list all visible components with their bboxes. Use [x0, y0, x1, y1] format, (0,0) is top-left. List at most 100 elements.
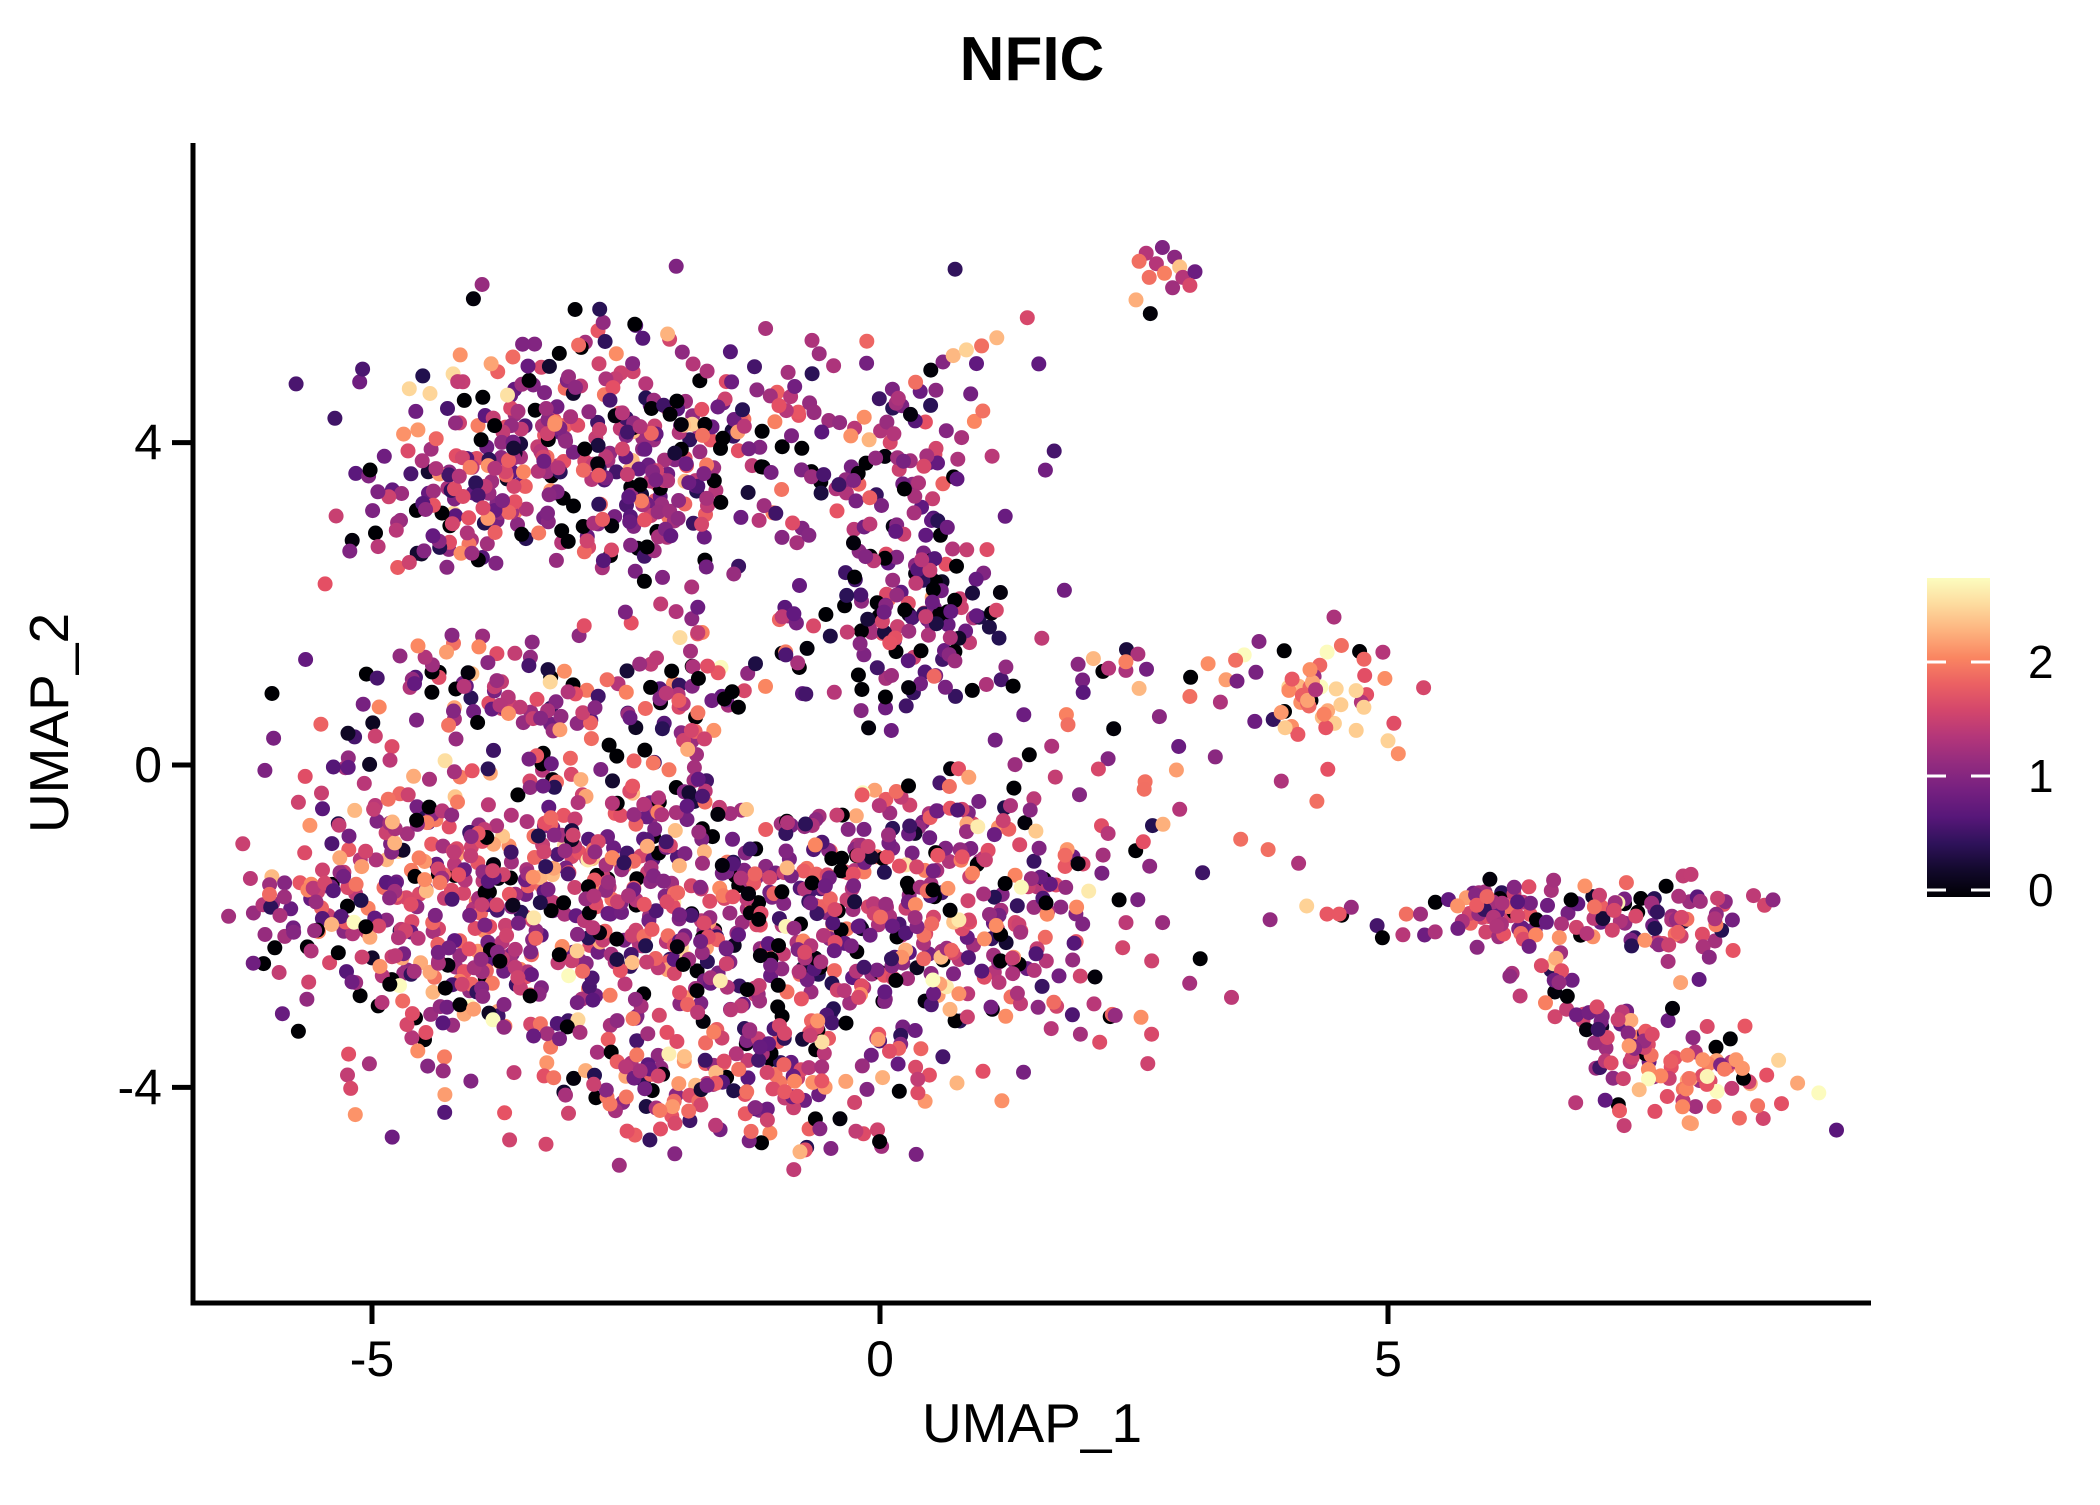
data-point: [890, 619, 905, 635]
data-point: [1300, 692, 1316, 708]
data-point: [1620, 1025, 1636, 1041]
data-point: [340, 1067, 355, 1083]
data-point: [404, 1006, 420, 1022]
data-point: [1066, 935, 1082, 951]
data-point: [499, 927, 515, 943]
data-point: [1647, 1103, 1663, 1119]
data-point: [522, 988, 538, 1004]
data-point: [435, 1015, 451, 1031]
data-point: [264, 686, 280, 701]
data-point: [696, 915, 712, 931]
data-point: [1395, 927, 1411, 943]
data-point: [453, 545, 469, 561]
data-point: [776, 896, 792, 911]
data-point: [494, 434, 510, 450]
data-point: [592, 301, 608, 317]
data-point: [540, 662, 556, 678]
data-point: [908, 1146, 924, 1162]
data-point: [245, 955, 261, 971]
data-point: [1023, 871, 1039, 887]
data-point: [604, 795, 620, 811]
data-point: [860, 611, 876, 627]
data-point: [1765, 892, 1781, 908]
data-point: [543, 810, 559, 826]
data-point: [516, 464, 531, 480]
data-point: [1671, 888, 1687, 904]
data-point: [579, 682, 595, 698]
data-point: [871, 798, 887, 814]
data-point: [480, 655, 496, 671]
data-point: [1075, 672, 1091, 688]
data-point: [636, 796, 652, 812]
data-point: [974, 963, 990, 979]
data-point: [579, 533, 595, 549]
data-point: [1277, 720, 1293, 736]
data-point: [1533, 958, 1549, 974]
data-point: [522, 780, 538, 795]
data-point: [659, 1024, 675, 1040]
data-point: [1260, 842, 1276, 858]
data-point: [987, 732, 1003, 748]
data-point: [667, 823, 683, 838]
data-point: [336, 868, 352, 884]
data-point: [850, 667, 866, 683]
data-point: [599, 672, 615, 688]
data-point: [901, 623, 917, 639]
data-point: [813, 954, 829, 970]
data-point: [521, 658, 537, 674]
data-point: [556, 807, 572, 823]
data-point: [521, 372, 537, 388]
data-point: [570, 1012, 586, 1028]
data-point: [829, 503, 845, 519]
data-point: [1416, 680, 1432, 696]
data-point: [366, 801, 382, 817]
data-point: [1681, 1115, 1697, 1131]
data-point: [562, 750, 578, 766]
data-point: [301, 974, 317, 990]
data-point: [1092, 1034, 1108, 1050]
data-point: [266, 730, 282, 746]
data-point: [1072, 1026, 1088, 1042]
data-point: [406, 963, 422, 979]
data-point: [888, 784, 904, 799]
data-point: [331, 817, 347, 833]
data-point: [1026, 962, 1042, 978]
data-point: [1046, 443, 1062, 459]
data-point: [832, 415, 848, 431]
data-point: [690, 771, 706, 787]
data-point: [391, 930, 406, 946]
data-point: [1755, 1111, 1771, 1126]
data-point: [992, 585, 1008, 600]
data-point: [1309, 793, 1325, 809]
data-point: [408, 403, 424, 419]
data-point: [1003, 798, 1018, 814]
data-point: [787, 1073, 803, 1089]
data-point: [913, 1041, 929, 1057]
data-point: [681, 785, 697, 801]
data-point: [877, 550, 893, 566]
data-point: [411, 850, 427, 866]
colorbar-gradient: [1927, 578, 1990, 897]
data-point: [288, 376, 304, 392]
data-point: [861, 432, 877, 448]
data-point: [699, 363, 715, 379]
data-point: [422, 386, 438, 401]
x-tick-label: -5: [350, 1331, 394, 1387]
data-point: [570, 926, 585, 942]
data-point: [557, 843, 573, 859]
data-point: [535, 778, 551, 794]
data-point: [696, 529, 712, 545]
data-point: [976, 886, 992, 902]
data-point: [1065, 952, 1081, 968]
data-point: [558, 1087, 573, 1103]
data-point: [235, 836, 251, 852]
data-point: [959, 824, 974, 840]
data-point: [853, 623, 869, 639]
data-point: [560, 684, 576, 700]
data-point: [923, 397, 939, 413]
data-point: [810, 1013, 826, 1029]
data-point: [779, 860, 795, 876]
data-point: [1031, 356, 1047, 372]
data-point: [714, 857, 730, 873]
data-point: [626, 753, 642, 769]
